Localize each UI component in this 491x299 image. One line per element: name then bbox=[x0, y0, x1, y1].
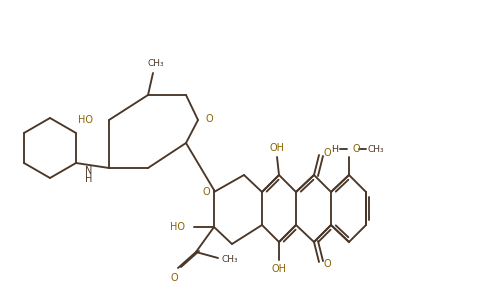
Text: O: O bbox=[206, 114, 214, 124]
Text: H: H bbox=[85, 175, 92, 184]
Text: HO: HO bbox=[78, 115, 93, 125]
Text: HO: HO bbox=[170, 222, 185, 232]
Text: O: O bbox=[323, 148, 331, 158]
Text: CH₃: CH₃ bbox=[368, 144, 384, 153]
Text: CH₃: CH₃ bbox=[222, 256, 238, 265]
Text: O: O bbox=[170, 273, 178, 283]
Text: CH₃: CH₃ bbox=[148, 59, 164, 68]
Text: O: O bbox=[323, 259, 331, 269]
Text: N: N bbox=[85, 167, 92, 176]
Text: OH: OH bbox=[270, 143, 284, 153]
Text: O: O bbox=[353, 144, 360, 154]
Text: OH: OH bbox=[272, 264, 287, 274]
Text: H: H bbox=[331, 144, 338, 153]
Text: O: O bbox=[202, 187, 210, 197]
